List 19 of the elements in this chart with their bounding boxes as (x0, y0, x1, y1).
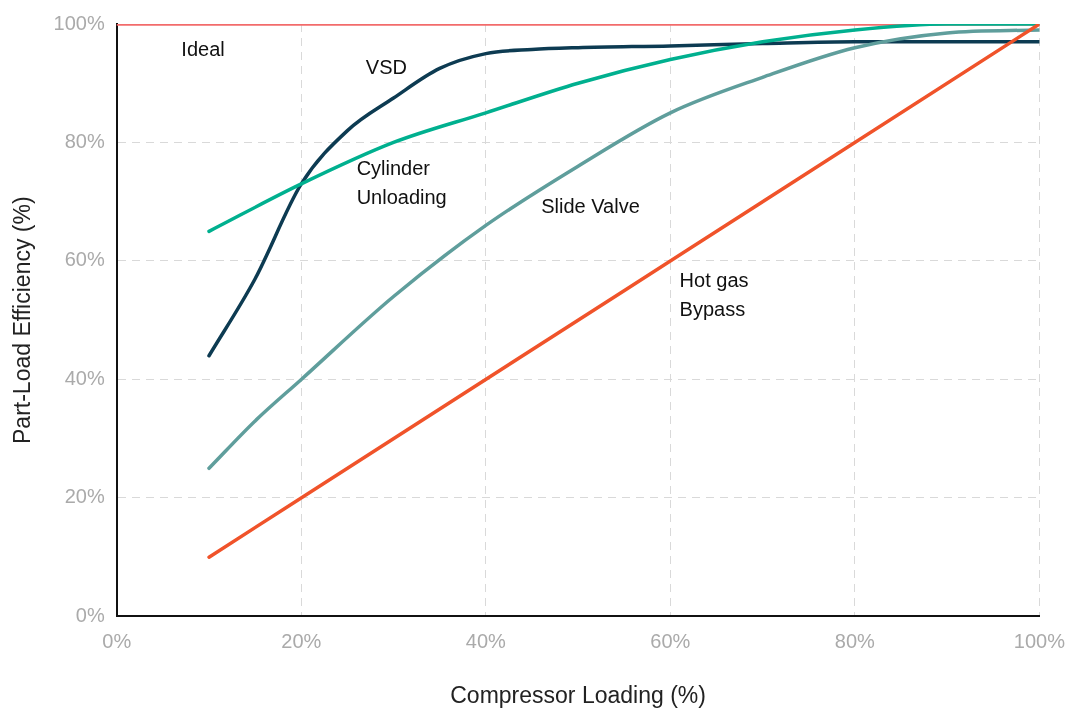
x-tick-label: 80% (834, 629, 876, 652)
y-tick-label: 20% (64, 485, 105, 508)
x-tick-label: 60% (650, 629, 691, 652)
x-tick-label: 20% (281, 629, 322, 652)
x-axis-title: Compressor Loading (%) (450, 681, 706, 708)
y-axis-title: Part-Load Efficiency (%) (9, 196, 36, 444)
y-tick-label: 60% (64, 248, 105, 271)
y-tick-label: 80% (64, 130, 105, 152)
series-label: Ideal (181, 38, 225, 61)
series-label: Slide Valve (541, 195, 640, 218)
x-tick-label: 0% (102, 629, 132, 652)
y-tick-label: 40% (64, 366, 105, 389)
series-label: Cylinder Unloading (356, 156, 447, 208)
y-tick-label: 100% (53, 11, 105, 34)
series-label: Hot gas Bypass (679, 269, 749, 321)
y-tick-label: 0% (75, 603, 105, 626)
series-label: VSD (365, 55, 407, 78)
x-tick-label: 40% (465, 629, 507, 652)
x-tick-label: 100% (1013, 629, 1066, 652)
